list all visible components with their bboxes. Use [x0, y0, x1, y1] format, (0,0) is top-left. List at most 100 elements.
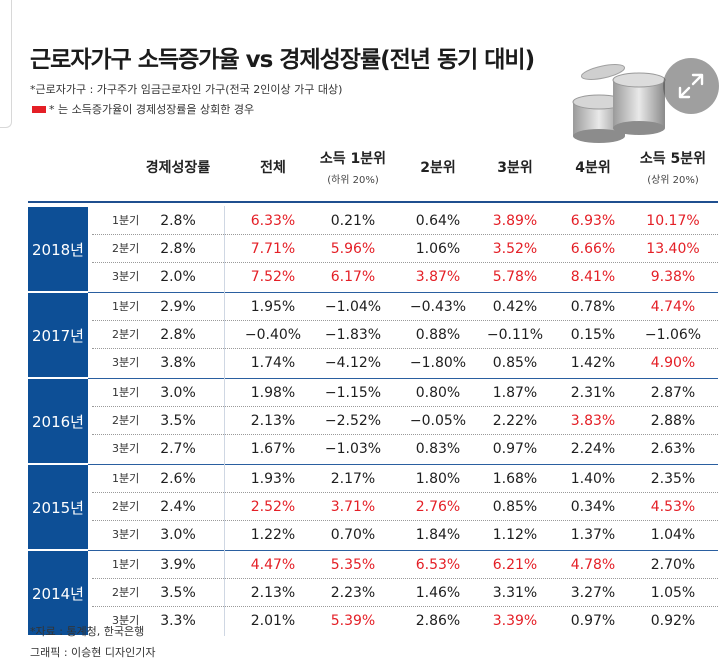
row-divider — [92, 406, 718, 407]
expand-button[interactable] — [663, 58, 719, 114]
header-rule — [28, 201, 718, 203]
top-bar — [0, 0, 720, 28]
income-growth-value: 13.40% — [646, 241, 700, 257]
year-label: 2015년 — [28, 465, 88, 549]
table-row: 1분기 2.8% 6.33% 0.21% 0.64% 3.89% 6.93% 10.17% — [28, 207, 718, 235]
table-row: 2분기 3.5% 2.13% −2.52% −0.05% 2.22% 3.83% 2.88% — [28, 407, 718, 435]
income-growth-value: 2.63% — [650, 441, 696, 457]
income-growth-value: 1.84% — [415, 527, 461, 543]
income-growth-value: 6.33% — [250, 213, 296, 229]
year-label: 2017년 — [28, 293, 88, 377]
row-divider — [92, 320, 718, 321]
income-growth-value: 7.71% — [250, 241, 296, 257]
group-divider — [88, 550, 718, 551]
income-growth-value: −0.11% — [486, 327, 544, 343]
income-growth-value: −0.43% — [409, 299, 467, 315]
growth-rate-value: 3.0% — [160, 527, 196, 543]
income-growth-value: 4.90% — [650, 355, 696, 371]
table-row: 1분기 3.0% 1.98% −1.15% 0.80% 1.87% 2.31% 2.87% — [28, 379, 718, 407]
quarter-label: 1분기 — [112, 558, 140, 571]
quarter-label: 1분기 — [112, 386, 140, 399]
row-divider — [92, 234, 718, 235]
table-row: 3분기 2.0% 7.52% 6.17% 3.87% 5.78% 8.41% 9.38% — [28, 263, 718, 291]
quarter-label: 3분기 — [112, 270, 140, 283]
income-growth-value: 2.86% — [415, 613, 461, 629]
income-growth-value: 0.42% — [492, 299, 538, 315]
income-growth-value: 1.98% — [250, 385, 296, 401]
column-header: 소득 1분위 (하위 20%) — [308, 138, 398, 196]
left-frame — [0, 0, 12, 128]
income-growth-value: 2.01% — [250, 613, 296, 629]
income-growth-value: 2.23% — [330, 585, 376, 601]
table-row: 3분기 3.3% 2.01% 5.39% 2.86% 3.39% 0.97% 0.92% — [28, 607, 718, 635]
income-growth-value: 3.89% — [492, 213, 538, 229]
income-growth-value: 0.64% — [415, 213, 461, 229]
income-growth-value: 1.67% — [250, 441, 296, 457]
table-row: 3분기 2.7% 1.67% −1.03% 0.83% 0.97% 2.24% 2.63% — [28, 435, 718, 463]
quarter-label: 1분기 — [112, 214, 140, 227]
income-growth-value: 0.88% — [415, 327, 461, 343]
income-growth-value: 2.24% — [570, 441, 616, 457]
income-growth-value: 1.95% — [250, 299, 296, 315]
quarter-label: 3분기 — [112, 442, 140, 455]
income-growth-value: 1.93% — [250, 471, 296, 487]
income-growth-value: 3.52% — [492, 241, 538, 257]
quarter-label: 1분기 — [112, 300, 140, 313]
column-header-label: 경제성장률 — [145, 160, 211, 176]
income-growth-value: 2.88% — [650, 413, 696, 429]
column-header: 3분위 — [480, 138, 550, 196]
income-growth-value: 5.96% — [330, 241, 376, 257]
income-growth-value: 6.93% — [570, 213, 616, 229]
group-divider — [88, 378, 718, 379]
table-row: 1분기 3.9% 4.47% 5.35% 6.53% 6.21% 4.78% 2.70% — [28, 551, 718, 579]
note-household: *근로자가구 : 가구주가 임금근로자인 가구(전국 2인이상 가구 대상) — [30, 83, 343, 96]
growth-rate-value: 3.0% — [160, 385, 196, 401]
income-growth-value: 5.39% — [330, 613, 376, 629]
income-growth-value: 2.17% — [330, 471, 376, 487]
quarter-label: 2분기 — [112, 414, 140, 427]
income-growth-value: 0.85% — [492, 355, 538, 371]
income-growth-value: 3.31% — [492, 585, 538, 601]
income-growth-value: 8.41% — [570, 269, 616, 285]
income-growth-value: 1.06% — [415, 241, 461, 257]
income-growth-value: 4.78% — [570, 557, 616, 573]
income-growth-value: −1.83% — [324, 327, 382, 343]
income-growth-value: 0.15% — [570, 327, 616, 343]
income-growth-value: 2.35% — [650, 471, 696, 487]
income-growth-value: 1.68% — [492, 471, 538, 487]
expand-arrows-icon — [678, 73, 704, 99]
column-header-label: 2분위 — [420, 160, 456, 176]
quarter-label: 3분기 — [112, 356, 140, 369]
income-growth-value: 5.78% — [492, 269, 538, 285]
growth-rate-value: 2.8% — [160, 241, 196, 257]
table-row: 1분기 2.6% 1.93% 2.17% 1.80% 1.68% 1.40% 2.35% — [28, 465, 718, 493]
income-growth-value: 2.70% — [650, 557, 696, 573]
column-header-label: 소득 5분위 — [639, 151, 707, 167]
income-growth-value: 4.53% — [650, 499, 696, 515]
table-row: 2분기 2.8% 7.71% 5.96% 1.06% 3.52% 6.66% 13.40% — [28, 235, 718, 263]
income-growth-value: 6.21% — [492, 557, 538, 573]
income-growth-value: 1.40% — [570, 471, 616, 487]
income-growth-value: 3.39% — [492, 613, 538, 629]
income-growth-value: 2.22% — [492, 413, 538, 429]
income-growth-value: −1.06% — [644, 327, 702, 343]
income-growth-value: −1.15% — [324, 385, 382, 401]
income-growth-value: 2.13% — [250, 585, 296, 601]
column-header: 소득 5분위 (상위 20%) — [628, 138, 718, 196]
row-divider — [92, 434, 718, 435]
group-divider — [88, 464, 718, 465]
income-growth-value: 0.97% — [570, 613, 616, 629]
income-growth-value: 2.52% — [250, 499, 296, 515]
red-swatch-icon — [32, 105, 46, 113]
income-growth-value: −0.05% — [409, 413, 467, 429]
income-growth-value: 2.76% — [415, 499, 461, 515]
growth-rate-value: 2.4% — [160, 499, 196, 515]
income-growth-value: 4.47% — [250, 557, 296, 573]
table-row: 3분기 3.0% 1.22% 0.70% 1.84% 1.12% 1.37% 1.04% — [28, 521, 718, 549]
income-growth-value: 3.83% — [570, 413, 616, 429]
income-growth-value: 0.70% — [330, 527, 376, 543]
income-growth-value: 1.74% — [250, 355, 296, 371]
column-header-label: 전체 — [260, 160, 286, 176]
growth-rate-value: 2.8% — [160, 327, 196, 343]
income-growth-value: 5.35% — [330, 557, 376, 573]
